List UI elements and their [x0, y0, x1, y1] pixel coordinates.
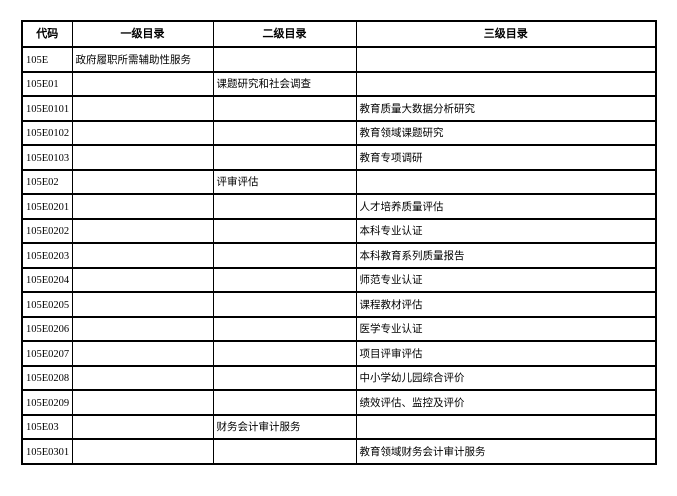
cell-level1	[71, 438, 214, 465]
cell-level1	[71, 315, 214, 342]
cell-level1	[71, 340, 214, 367]
cell-level2	[212, 95, 357, 122]
table-row: 105E01 课题研究和社会调查	[21, 70, 657, 97]
cell-level2	[212, 193, 357, 220]
cell-level2	[212, 266, 357, 293]
cell-code: 105E0207	[21, 340, 73, 367]
cell-level2	[212, 389, 357, 416]
table-row: 105E0203 本科教育系列质量报告	[21, 242, 657, 269]
table-row: 105E0209 绩效评估、监控及评价	[21, 389, 657, 416]
cell-level3	[355, 46, 657, 73]
cell-level2	[212, 340, 357, 367]
cell-code: 105E	[21, 46, 73, 73]
cell-level2	[212, 315, 357, 342]
cell-level3: 绩效评估、监控及评价	[355, 389, 657, 416]
cell-level1	[71, 413, 214, 440]
cell-level2	[212, 291, 357, 318]
cell-level2	[212, 364, 357, 391]
cell-code: 105E0202	[21, 217, 73, 244]
cell-level2	[212, 46, 357, 73]
cell-level1	[71, 364, 214, 391]
cell-code: 105E0101	[21, 95, 73, 122]
cell-level1	[71, 389, 214, 416]
cell-level3	[355, 168, 657, 195]
cell-level3: 课程教材评估	[355, 291, 657, 318]
table-row: 105E 政府履职所需辅助性服务	[21, 46, 657, 73]
table-row: 105E0301 教育领域财务会计审计服务	[21, 438, 657, 465]
cell-code: 105E0208	[21, 364, 73, 391]
cell-code: 105E0209	[21, 389, 73, 416]
cell-level3: 本科专业认证	[355, 217, 657, 244]
table-row: 105E02 评审评估	[21, 168, 657, 195]
table-row: 105E0206 医学专业认证	[21, 315, 657, 342]
table-row: 105E0101 教育质量大数据分析研究	[21, 95, 657, 122]
cell-level3: 师范专业认证	[355, 266, 657, 293]
cell-level1	[71, 266, 214, 293]
cell-level2: 课题研究和社会调查	[212, 70, 357, 97]
cell-level3: 教育领域财务会计审计服务	[355, 438, 657, 465]
cell-level3: 中小学幼儿园综合评价	[355, 364, 657, 391]
cell-code: 105E0205	[21, 291, 73, 318]
cell-code: 105E0206	[21, 315, 73, 342]
table-row: 105E0202 本科专业认证	[21, 217, 657, 244]
cell-code: 105E0103	[21, 144, 73, 171]
table-row: 105E0208 中小学幼儿园综合评价	[21, 364, 657, 391]
cell-level3	[355, 413, 657, 440]
cell-level3: 人才培养质量评估	[355, 193, 657, 220]
column-header-level3: 三级目录	[355, 20, 657, 48]
cell-level1	[71, 95, 214, 122]
cell-level1	[71, 193, 214, 220]
cell-level1	[71, 291, 214, 318]
cell-code: 105E01	[21, 70, 73, 97]
cell-level2: 财务会计审计服务	[212, 413, 357, 440]
column-header-level1: 一级目录	[71, 20, 214, 48]
cell-level1: 政府履职所需辅助性服务	[71, 46, 214, 73]
cell-level3	[355, 70, 657, 97]
cell-level2	[212, 438, 357, 465]
table-row: 105E03 财务会计审计服务	[21, 413, 657, 440]
table-row: 105E0102 教育领域课题研究	[21, 119, 657, 146]
cell-level2	[212, 119, 357, 146]
cell-level2	[212, 144, 357, 171]
cell-level3: 教育领域课题研究	[355, 119, 657, 146]
service-catalog-table: 代码 一级目录 二级目录 三级目录 105E 政府履职所需辅助性服务 105E0…	[21, 20, 657, 465]
header-row: 代码 一级目录 二级目录 三级目录	[21, 20, 657, 48]
cell-code: 105E0203	[21, 242, 73, 269]
cell-code: 105E0204	[21, 266, 73, 293]
table-row: 105E0204 师范专业认证	[21, 266, 657, 293]
cell-level1	[71, 217, 214, 244]
cell-level1	[71, 119, 214, 146]
cell-level1	[71, 70, 214, 97]
cell-level2: 评审评估	[212, 168, 357, 195]
table-row: 105E0205 课程教材评估	[21, 291, 657, 318]
table-row: 105E0207 项目评审评估	[21, 340, 657, 367]
cell-code: 105E0102	[21, 119, 73, 146]
cell-level3: 本科教育系列质量报告	[355, 242, 657, 269]
column-header-level2: 二级目录	[212, 20, 357, 48]
cell-code: 105E0201	[21, 193, 73, 220]
cell-level3: 医学专业认证	[355, 315, 657, 342]
cell-level3: 教育专项调研	[355, 144, 657, 171]
column-header-code: 代码	[21, 20, 73, 48]
table-row: 105E0103 教育专项调研	[21, 144, 657, 171]
cell-code: 105E02	[21, 168, 73, 195]
cell-level2	[212, 242, 357, 269]
cell-level1	[71, 144, 214, 171]
cell-level1	[71, 168, 214, 195]
cell-code: 105E0301	[21, 438, 73, 465]
cell-level3: 项目评审评估	[355, 340, 657, 367]
table-row: 105E0201 人才培养质量评估	[21, 193, 657, 220]
cell-code: 105E03	[21, 413, 73, 440]
cell-level1	[71, 242, 214, 269]
cell-level2	[212, 217, 357, 244]
cell-level3: 教育质量大数据分析研究	[355, 95, 657, 122]
